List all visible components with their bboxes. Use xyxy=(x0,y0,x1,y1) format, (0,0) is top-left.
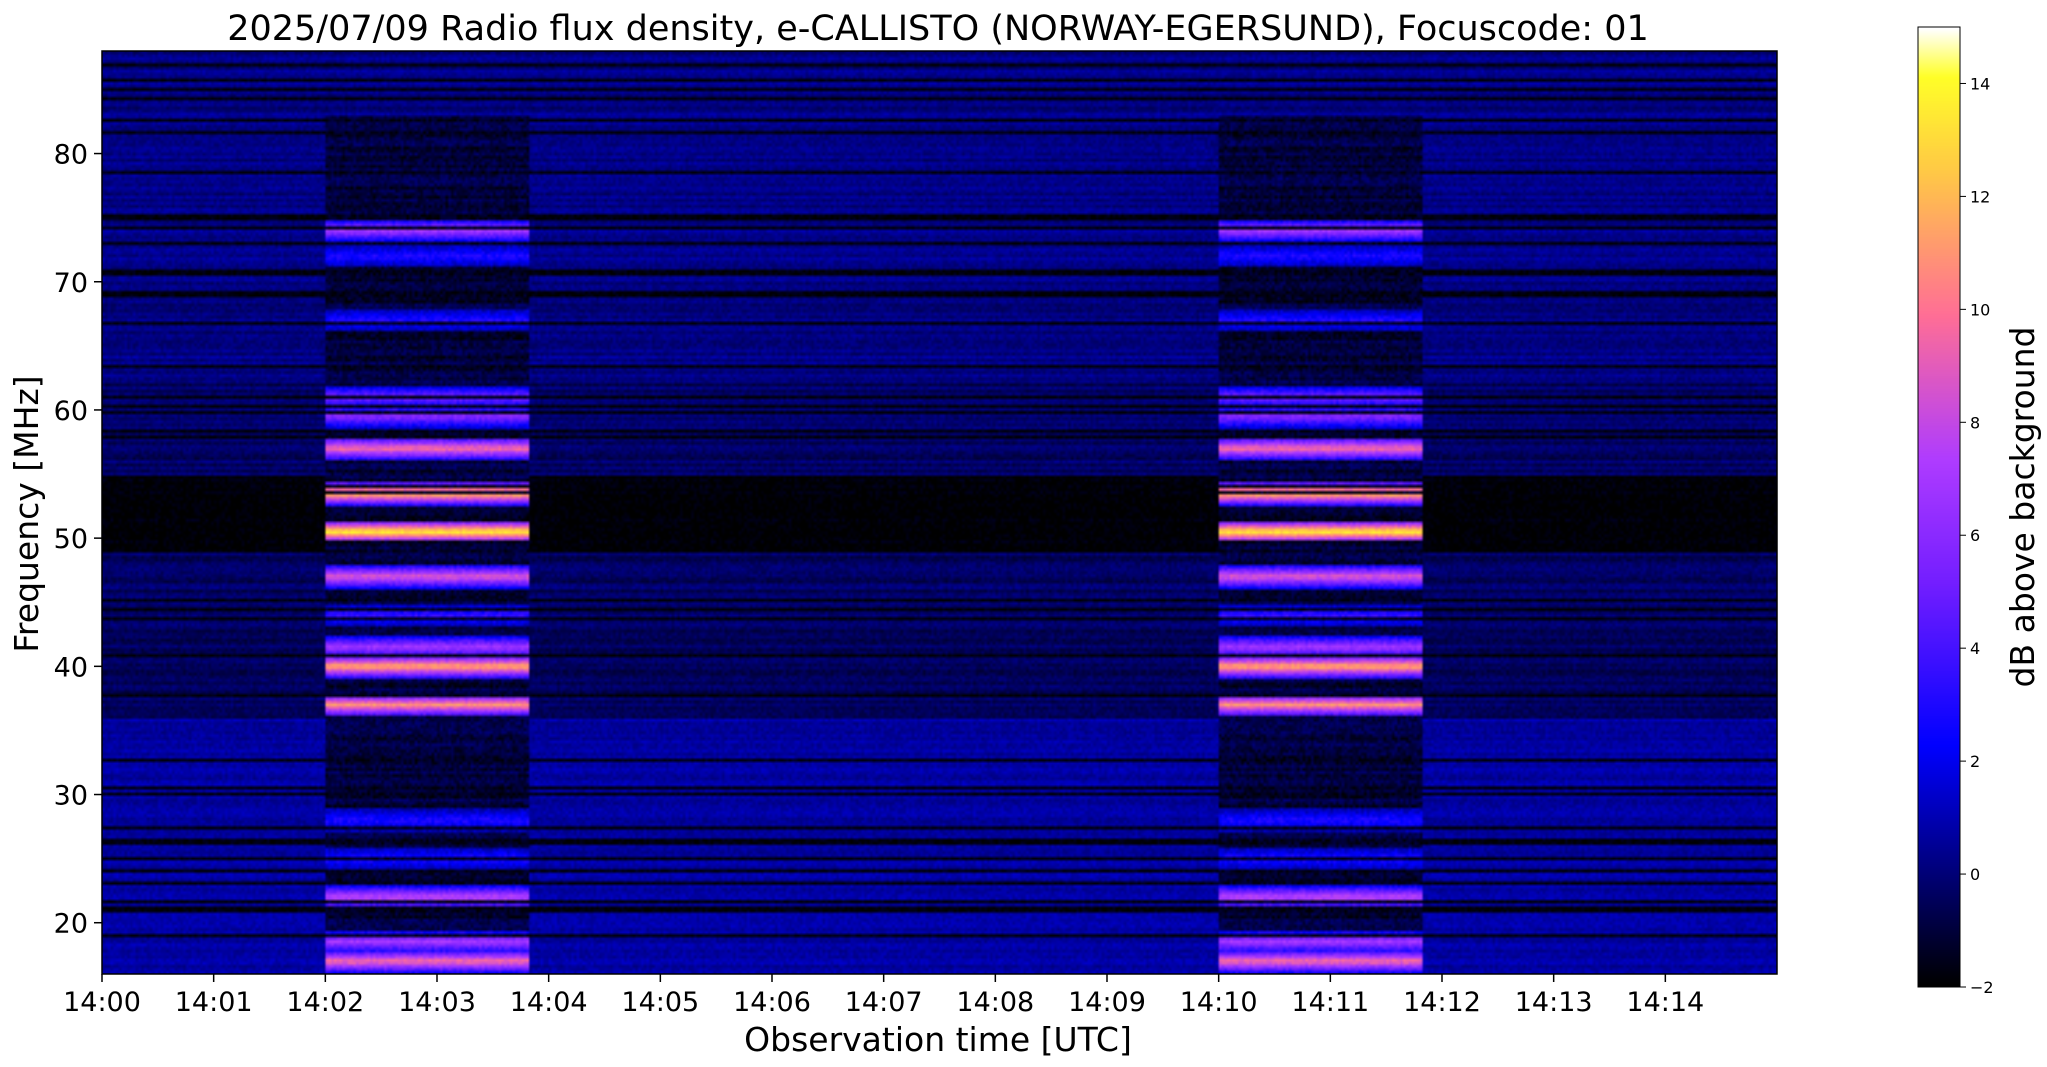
chart-title: 2025/07/09 Radio flux density, e-CALLIST… xyxy=(227,9,1649,49)
plot-frame xyxy=(101,50,1778,975)
colorbar-label: dB above background xyxy=(2003,327,2042,688)
y-tick-label: 30 xyxy=(54,781,88,812)
y-axis-ticks: 20 30 40 50 60 70 80 xyxy=(54,140,102,940)
x-tick-label: 14:01 xyxy=(175,987,253,1018)
y-tick-label: 20 xyxy=(54,909,88,940)
x-tick-label: 14:05 xyxy=(621,987,699,1018)
x-tick-label: 14:03 xyxy=(398,987,476,1018)
x-tick-label: 14:10 xyxy=(1180,987,1258,1018)
x-tick-label: 14:08 xyxy=(956,987,1034,1018)
colorbar-tick-label: −2 xyxy=(1970,978,1994,997)
x-tick-label: 14:06 xyxy=(733,987,811,1018)
colorbar-tick-label: 6 xyxy=(1970,526,1980,545)
x-tick-label: 14:07 xyxy=(845,987,923,1018)
x-tick-label: 14:09 xyxy=(1068,987,1146,1018)
y-tick-label: 60 xyxy=(54,396,88,427)
y-tick-label: 70 xyxy=(54,268,88,299)
y-tick-label: 50 xyxy=(54,524,88,555)
x-axis-label: Observation time [UTC] xyxy=(744,1020,1132,1059)
x-tick-label: 14:00 xyxy=(63,987,141,1018)
y-axis-label: Frequency [MHz] xyxy=(7,375,46,652)
y-tick-label: 40 xyxy=(54,652,88,683)
colorbar-ticks: −2 0 2 4 6 8 10 12 14 xyxy=(1960,74,1994,997)
x-tick-label: 14:11 xyxy=(1291,987,1369,1018)
x-tick-label: 14:02 xyxy=(286,987,364,1018)
x-tick-label: 14:13 xyxy=(1515,987,1593,1018)
y-tick-label: 80 xyxy=(54,140,88,171)
colorbar xyxy=(1917,26,1961,988)
colorbar-tick-label: 2 xyxy=(1970,752,1980,771)
colorbar-tick-label: 4 xyxy=(1970,639,1980,658)
colorbar-gradient xyxy=(1918,27,1960,987)
colorbar-tick-label: 10 xyxy=(1970,300,1990,319)
colorbar-tick-label: 14 xyxy=(1970,74,1990,93)
colorbar-tick-label: 8 xyxy=(1970,413,1980,432)
colorbar-frame xyxy=(1917,26,1961,988)
x-tick-label: 14:12 xyxy=(1403,987,1481,1018)
spectrogram-plot-area xyxy=(101,50,1778,975)
colorbar-tick-label: 12 xyxy=(1970,187,1990,206)
spectrogram-heatmap xyxy=(102,51,1777,974)
x-axis-ticks: 14:00 14:01 14:02 14:03 14:04 14:05 14:06 14:07… xyxy=(63,974,1704,1018)
x-tick-label: 14:04 xyxy=(510,987,588,1018)
colorbar-tick-label: 0 xyxy=(1970,865,1980,884)
x-tick-label: 14:14 xyxy=(1626,987,1704,1018)
